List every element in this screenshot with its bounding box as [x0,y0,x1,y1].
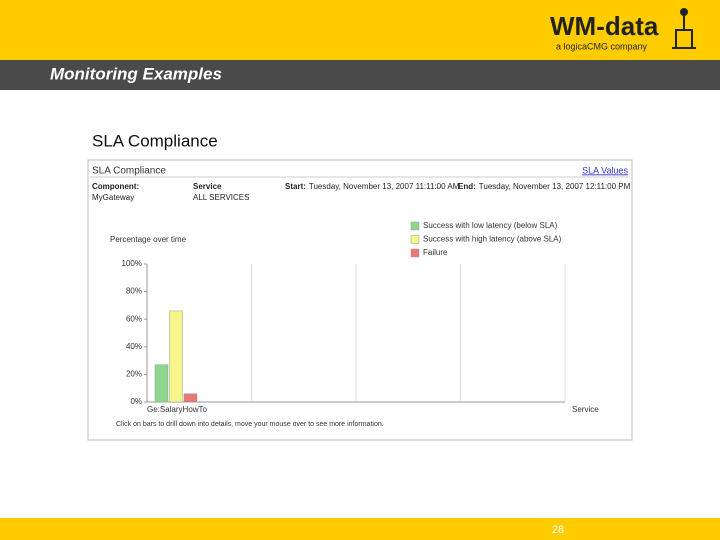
field-label: Component: [92,182,139,191]
field-label: End: [458,182,476,191]
logo-icon [672,8,696,49]
y-tick-label: 100% [122,259,142,268]
logo: WM-data [550,11,659,41]
sla-link[interactable]: SLA Values [582,165,628,175]
footnote: Click on bars to drill down into details… [116,421,384,428]
x-tick-label: Ge:SalaryHowTo [147,405,208,414]
section-title: SLA Compliance [92,131,218,150]
legend-swatch [410,235,420,244]
x-axis-label: Service [572,405,599,414]
legend-swatch [410,221,420,231]
panel-title: SLA Compliance [92,166,166,177]
legend-label: Success with high latency (above SLA) [423,235,562,244]
y-tick-label: 0% [130,397,142,406]
field-value: Tuesday, November 13, 2007 11:11:00 AM [309,182,460,191]
legend-swatch [410,248,420,258]
bar [169,310,183,403]
y-tick-label: 40% [126,342,142,351]
y-axis-label: Percentage over time [110,235,187,244]
top-band [0,0,720,60]
slide-title: Monitoring Examples [50,64,222,83]
field-value: MyGateway [92,193,134,202]
bar [154,364,169,403]
field-value: ALL SERVICES [193,193,249,202]
logo-subtitle: a logicaCMG company [556,41,648,51]
title-bar [0,60,720,90]
page-number: 28 [552,524,564,536]
y-tick-label: 60% [126,314,142,323]
legend-label: Failure [423,248,448,257]
legend-label: Success with low latency (below SLA) [423,221,558,230]
bottom-band [0,518,720,540]
bar [183,393,198,403]
y-tick-label: 80% [126,287,142,296]
y-tick-label: 20% [126,370,142,379]
field-label: Service [193,182,222,191]
field-label: Start: [285,182,306,191]
field-value: Tuesday, November 13, 2007 12:11:00 PM [479,182,631,191]
